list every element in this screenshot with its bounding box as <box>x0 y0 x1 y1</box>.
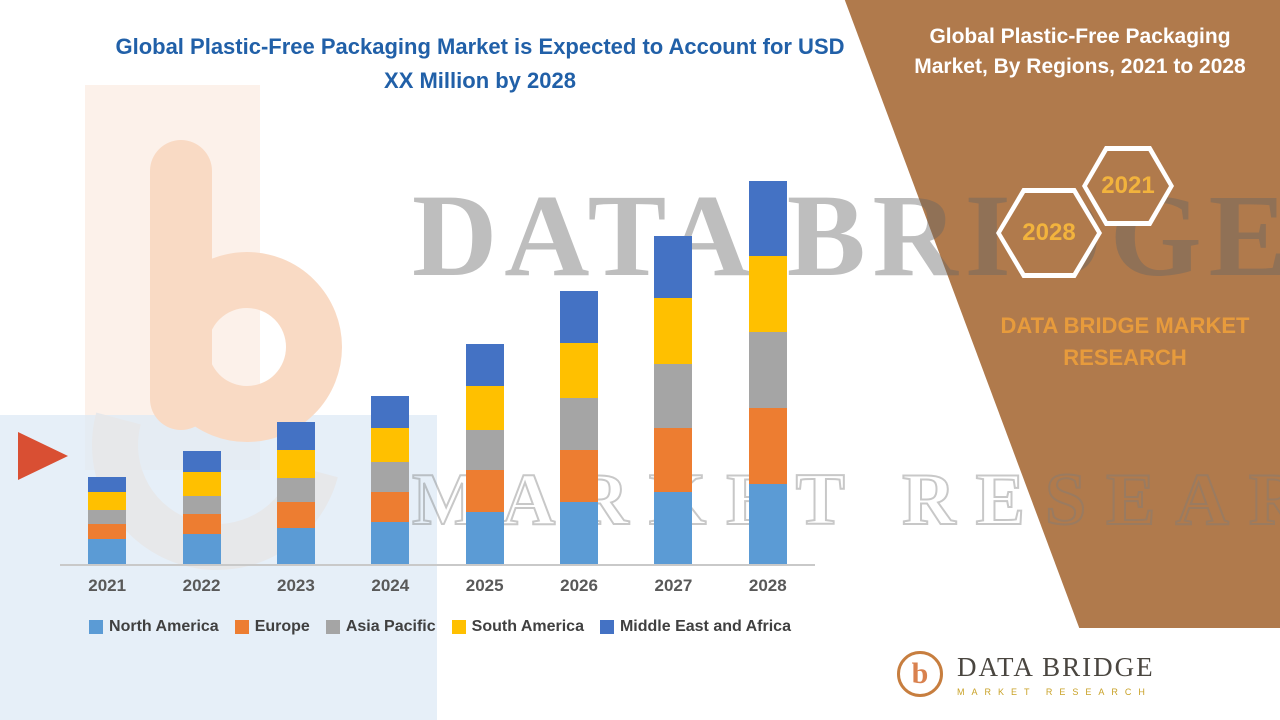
logo-b-glyph: b <box>911 657 929 690</box>
bar-2027 <box>654 236 693 564</box>
brand-text: DATA BRIDGE MARKET RESEARCH <box>1000 313 1250 370</box>
legend-label: Europe <box>254 618 310 635</box>
bar-segment-asia-pacific <box>88 510 127 524</box>
bar-segment-middle-east-and-africa <box>560 291 599 343</box>
bar-segment-europe <box>654 428 693 492</box>
legend-label: Middle East and Africa <box>619 618 791 635</box>
bar-segment-middle-east-and-africa <box>276 422 315 450</box>
bar-2022 <box>182 451 221 564</box>
x-tick-label: 2024 <box>371 576 410 595</box>
bar-segment-south-america <box>88 492 127 510</box>
legend-item-south-america: South America <box>451 618 584 636</box>
bar-segment-europe <box>560 450 599 502</box>
bar-2028 <box>748 181 787 564</box>
legend-swatch-icon <box>599 620 614 634</box>
legend-item-north-america: North America <box>89 618 219 636</box>
bar-segment-north-america <box>182 534 221 564</box>
legend-item-europe: Europe <box>234 618 310 636</box>
bar-segment-europe <box>182 514 221 534</box>
bar-segment-asia-pacific <box>560 398 599 450</box>
bar-segment-south-america <box>465 386 504 430</box>
x-tick-label: 2027 <box>654 576 693 595</box>
legend-swatch-icon <box>234 620 249 634</box>
bar-segment-north-america <box>560 502 599 564</box>
x-tick-label: 2028 <box>748 576 787 595</box>
bar-segment-south-america <box>182 472 221 496</box>
bar-segment-south-america <box>654 298 693 364</box>
logo-subtitle: MARKET RESEARCH <box>957 686 1152 697</box>
hexagon-year-label: 2021 <box>1101 172 1155 199</box>
bar-segment-middle-east-and-africa <box>748 181 787 256</box>
legend-item-middle-east-and-africa: Middle East and Africa <box>599 618 791 636</box>
bar-segment-north-america <box>654 492 693 564</box>
bar-segment-north-america <box>465 512 504 564</box>
bar-segment-asia-pacific <box>465 430 504 470</box>
bar-segment-middle-east-and-africa <box>371 396 410 428</box>
bar-segment-north-america <box>276 528 315 564</box>
bar-segment-europe <box>371 492 410 522</box>
bar-segment-north-america <box>748 484 787 564</box>
bar-segment-middle-east-and-africa <box>182 451 221 472</box>
plot-area <box>60 166 815 566</box>
bar-segment-south-america <box>748 256 787 332</box>
chart-title: Global Plastic-Free Packaging Market is … <box>115 34 845 94</box>
x-axis-labels: 2021 2022 2023 2024 2025 2026 2027 2028 <box>60 576 815 596</box>
bar-segment-asia-pacific <box>748 332 787 408</box>
data-bridge-logo-icon: b <box>897 651 943 697</box>
bar-2026 <box>560 291 599 564</box>
side-panel-title: Global Plastic-Free Packaging Market, By… <box>914 25 1246 79</box>
x-tick-label: 2023 <box>277 576 315 595</box>
x-tick-label: 2021 <box>88 576 127 595</box>
legend-label: Asia Pacific <box>345 618 436 635</box>
hexagon-badge-2021: 2021 <box>1082 146 1174 226</box>
bar-segment-europe <box>748 408 787 484</box>
bar-segment-middle-east-and-africa <box>654 236 693 298</box>
bar-segment-asia-pacific <box>276 478 315 502</box>
bar-segment-europe <box>276 502 315 528</box>
legend-swatch-icon <box>451 620 466 634</box>
legend-swatch-icon <box>325 620 340 634</box>
legend-swatch-icon <box>89 620 104 634</box>
legend-item-asia-pacific: Asia Pacific <box>325 618 436 636</box>
logo-strip: b DATA BRIDGE MARKET RESEARCH <box>865 628 1280 720</box>
logo-text-block: DATA BRIDGE MARKET RESEARCH <box>957 652 1155 697</box>
bar-segment-middle-east-and-africa <box>465 344 504 386</box>
bar-segment-europe <box>88 524 127 539</box>
x-tick-label: 2026 <box>560 576 598 595</box>
bar-segment-middle-east-and-africa <box>88 477 127 492</box>
bar-2024 <box>371 396 410 564</box>
x-tick-label: 2022 <box>182 576 221 595</box>
logo-watermark-triangle-icon <box>18 432 68 480</box>
bar-2025 <box>465 344 504 564</box>
bar-segment-north-america <box>88 539 127 564</box>
chart-legend: North America Europe Asia Pacific South Ame… <box>55 618 825 636</box>
x-tick-label: 2025 <box>465 576 504 595</box>
bar-segment-asia-pacific <box>371 462 410 492</box>
bar-segment-south-america <box>371 428 410 462</box>
legend-label: South America <box>471 618 584 635</box>
bar-segment-asia-pacific <box>654 364 693 428</box>
legend-label: North America <box>109 618 219 635</box>
bar-segment-south-america <box>560 343 599 398</box>
bar-segment-asia-pacific <box>182 496 221 514</box>
hexagon-year-label: 2028 <box>1022 219 1076 246</box>
logo-title: DATA BRIDGE <box>957 651 1155 682</box>
bar-segment-europe <box>465 470 504 512</box>
watermark-market-research: MARKET RESEARCH <box>411 458 1280 542</box>
bar-2023 <box>276 422 315 564</box>
hexagon-badge-2028: 2028 <box>996 188 1102 278</box>
bar-segment-south-america <box>276 450 315 478</box>
bar-segment-north-america <box>371 522 410 564</box>
bar-2021 <box>88 477 127 564</box>
